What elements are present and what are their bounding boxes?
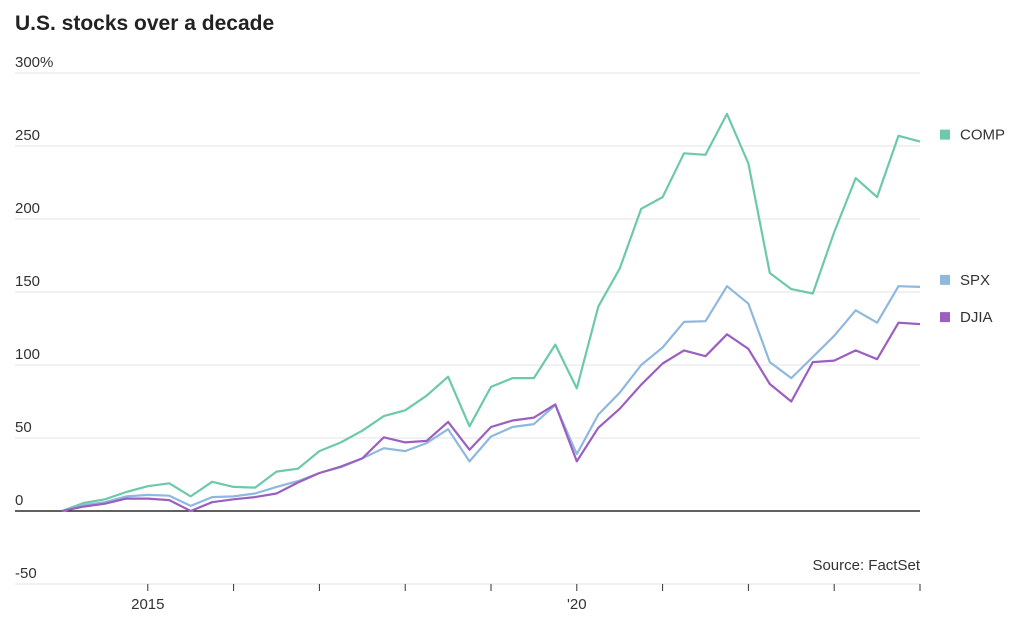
- legend-label: COMP: [960, 127, 1005, 144]
- x-tick-label: '20: [567, 596, 587, 613]
- legend-swatch: [940, 129, 950, 140]
- legend-label: DJIA: [960, 309, 993, 326]
- y-tick-label: 300%: [15, 54, 53, 71]
- source-note: Source: FactSet: [812, 557, 920, 574]
- chart-title: U.S. stocks over a decade: [15, 12, 274, 35]
- y-tick-label: 100: [15, 346, 40, 363]
- x-tick-label: 2015: [131, 596, 164, 613]
- y-tick-label: -50: [15, 565, 37, 582]
- y-tick-label: 0: [15, 492, 23, 509]
- series-line: [61, 285, 921, 513]
- series-line: [61, 112, 921, 513]
- legend-swatch: [940, 274, 950, 285]
- legend-swatch: [940, 312, 950, 323]
- y-tick-label: 150: [15, 273, 40, 290]
- series-line: [61, 321, 921, 513]
- y-tick-label: 50: [15, 419, 32, 436]
- y-tick-label: 200: [15, 200, 40, 217]
- y-tick-label: 250: [15, 127, 40, 144]
- legend-label: SPX: [960, 272, 990, 289]
